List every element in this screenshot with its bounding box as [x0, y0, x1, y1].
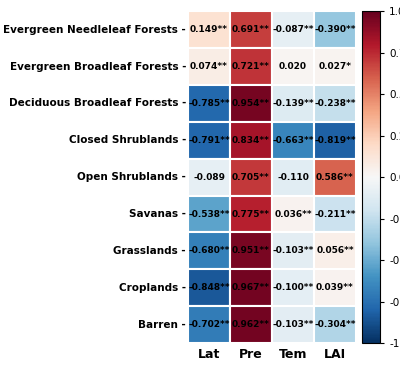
Bar	[272, 232, 314, 269]
Bar	[314, 48, 356, 85]
Text: Closed Shrublands -: Closed Shrublands -	[69, 135, 186, 145]
Text: -0.390**: -0.390**	[314, 25, 356, 34]
Bar	[188, 196, 230, 232]
Text: -0.702**: -0.702**	[188, 320, 230, 329]
Text: -0.087**: -0.087**	[272, 25, 314, 34]
Bar	[188, 48, 230, 85]
Text: Evergreen Needleleaf Forests -: Evergreen Needleleaf Forests -	[3, 25, 186, 35]
Text: -0.819**: -0.819**	[314, 136, 356, 145]
Text: -0.103**: -0.103**	[272, 246, 314, 255]
Text: -0.663**: -0.663**	[272, 136, 314, 145]
Bar	[188, 232, 230, 269]
Bar	[188, 306, 230, 343]
Bar	[230, 232, 272, 269]
Text: 0.074**: 0.074**	[190, 62, 228, 71]
Bar	[272, 122, 314, 159]
Bar	[230, 48, 272, 85]
Bar	[314, 122, 356, 159]
Text: -0.785**: -0.785**	[188, 99, 230, 108]
Bar	[272, 196, 314, 232]
Text: Barren -: Barren -	[138, 319, 186, 330]
Text: -0.139**: -0.139**	[272, 99, 314, 108]
Text: 0.967**: 0.967**	[232, 283, 270, 292]
Bar	[188, 159, 230, 196]
Bar	[314, 85, 356, 122]
Bar	[188, 85, 230, 122]
Bar	[314, 232, 356, 269]
Text: -0.100**: -0.100**	[272, 283, 314, 292]
Text: 0.691**: 0.691**	[232, 25, 270, 34]
Bar	[230, 196, 272, 232]
Text: 0.705**: 0.705**	[232, 173, 270, 182]
Text: 0.027*: 0.027*	[318, 62, 352, 71]
Text: 0.586**: 0.586**	[316, 173, 354, 182]
Bar	[230, 11, 272, 48]
Bar	[188, 11, 230, 48]
Text: 0.020: 0.020	[279, 62, 307, 71]
Bar	[314, 11, 356, 48]
Bar	[230, 159, 272, 196]
Text: 0.951**: 0.951**	[232, 246, 270, 255]
Text: -0.304**: -0.304**	[314, 320, 356, 329]
Text: 0.036**: 0.036**	[274, 210, 312, 219]
Bar	[230, 306, 272, 343]
Bar	[314, 159, 356, 196]
Bar	[230, 85, 272, 122]
Bar	[314, 196, 356, 232]
Bar	[188, 269, 230, 306]
Bar	[272, 11, 314, 48]
Text: -0.791**: -0.791**	[188, 136, 230, 145]
Text: 0.721**: 0.721**	[232, 62, 270, 71]
Text: -0.848**: -0.848**	[188, 283, 230, 292]
Bar	[272, 85, 314, 122]
Bar	[314, 306, 356, 343]
Bar	[272, 48, 314, 85]
Text: 0.056**: 0.056**	[316, 246, 354, 255]
Bar	[230, 269, 272, 306]
Bar	[230, 122, 272, 159]
Text: 0.954**: 0.954**	[232, 99, 270, 108]
Bar	[272, 269, 314, 306]
Text: Evergreen Broadleaf Forests -: Evergreen Broadleaf Forests -	[10, 62, 186, 72]
Text: 0.962**: 0.962**	[232, 320, 270, 329]
Text: 0.834**: 0.834**	[232, 136, 270, 145]
Bar	[314, 269, 356, 306]
Text: -0.089: -0.089	[193, 173, 225, 182]
Text: 0.775**: 0.775**	[232, 210, 270, 219]
Text: -0.238**: -0.238**	[314, 99, 356, 108]
Text: Grasslands -: Grasslands -	[113, 246, 186, 256]
Bar	[272, 159, 314, 196]
Text: Deciduous Broadleaf Forests -: Deciduous Broadleaf Forests -	[9, 99, 186, 108]
Text: -0.680**: -0.680**	[188, 246, 230, 255]
Text: Croplands -: Croplands -	[119, 283, 186, 293]
Text: Savanas -: Savanas -	[129, 209, 186, 219]
Bar	[272, 306, 314, 343]
Text: 0.149**: 0.149**	[190, 25, 228, 34]
Text: -0.211**: -0.211**	[314, 210, 356, 219]
Text: -0.110: -0.110	[277, 173, 309, 182]
Bar	[188, 122, 230, 159]
Text: -0.538**: -0.538**	[188, 210, 230, 219]
Text: Open Shrublands -: Open Shrublands -	[77, 172, 186, 182]
Text: -0.103**: -0.103**	[272, 320, 314, 329]
Text: 0.039**: 0.039**	[316, 283, 354, 292]
